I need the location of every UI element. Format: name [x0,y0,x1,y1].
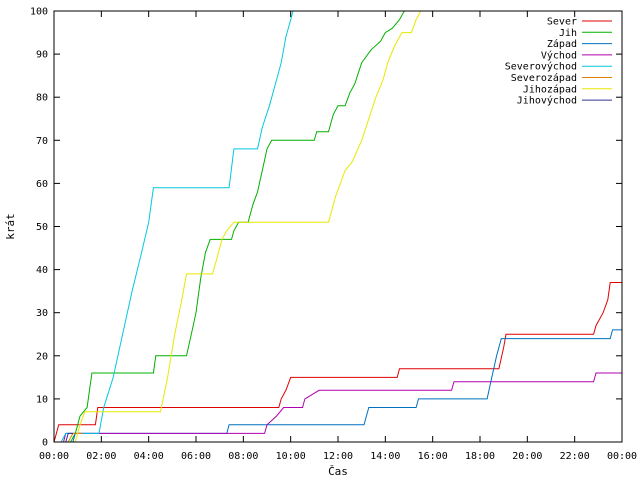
legend-label: Východ [541,49,577,61]
legend-label: Jihozápad [523,83,577,95]
x-tick-label: 04:00 [134,451,164,462]
legend-label: Jihovýchod [517,95,577,107]
y-tick-label: 80 [36,93,48,104]
x-tick-label: 08:00 [228,451,258,462]
legend-label: Západ [547,38,577,50]
y-tick-label: 30 [36,308,48,319]
x-tick-label: 14:00 [370,451,400,462]
y-tick-label: 100 [30,7,48,18]
series-line-jihovýchod [65,432,73,442]
y-tick-label: 60 [36,179,48,190]
plot-area [54,11,622,442]
series-line-severovýchod [60,11,294,442]
x-axis-ticks: 00:00 02:00 04:00 06:00 08:00 10:00 12:00 14:00… [39,11,637,462]
y-tick-label: 0 [42,438,48,449]
legend-label: Sever [547,17,577,28]
legend: SeverJihZápadVýchodSeverovýchodSeverozáp… [505,17,612,107]
x-tick-label: 22:00 [560,451,590,462]
series-line-jihozápad [74,11,422,442]
series-line-sever [54,282,622,442]
x-tick-label: 02:00 [86,451,116,462]
x-tick-label: 16:00 [418,451,448,462]
y-tick-label: 40 [36,265,48,276]
legend-label: Jih [559,28,577,39]
x-tick-label: 00:00 [607,451,637,462]
x-tick-label: 12:00 [323,451,353,462]
legend-label: Severozápad [511,72,577,84]
legend-label: Severovýchod [505,61,577,73]
y-axis-ticks: 0 10 20 30 40 50 60 70 80 90 100 [30,7,622,449]
x-tick-label: 20:00 [512,451,542,462]
x-tick-label: 06:00 [181,451,211,462]
y-tick-label: 70 [36,136,48,147]
x-axis-label: Čas [328,465,348,478]
series-line-jih [70,11,405,442]
series-line-západ [72,329,622,442]
y-tick-label: 90 [36,50,48,61]
y-tick-label: 50 [36,222,48,233]
y-tick-label: 20 [36,351,48,362]
x-tick-label: 18:00 [465,451,495,462]
series-line-východ [63,372,622,442]
y-axis-label: krát [4,213,17,240]
y-tick-label: 10 [36,394,48,405]
x-tick-label: 10:00 [276,451,306,462]
x-tick-label: 00:00 [39,451,69,462]
